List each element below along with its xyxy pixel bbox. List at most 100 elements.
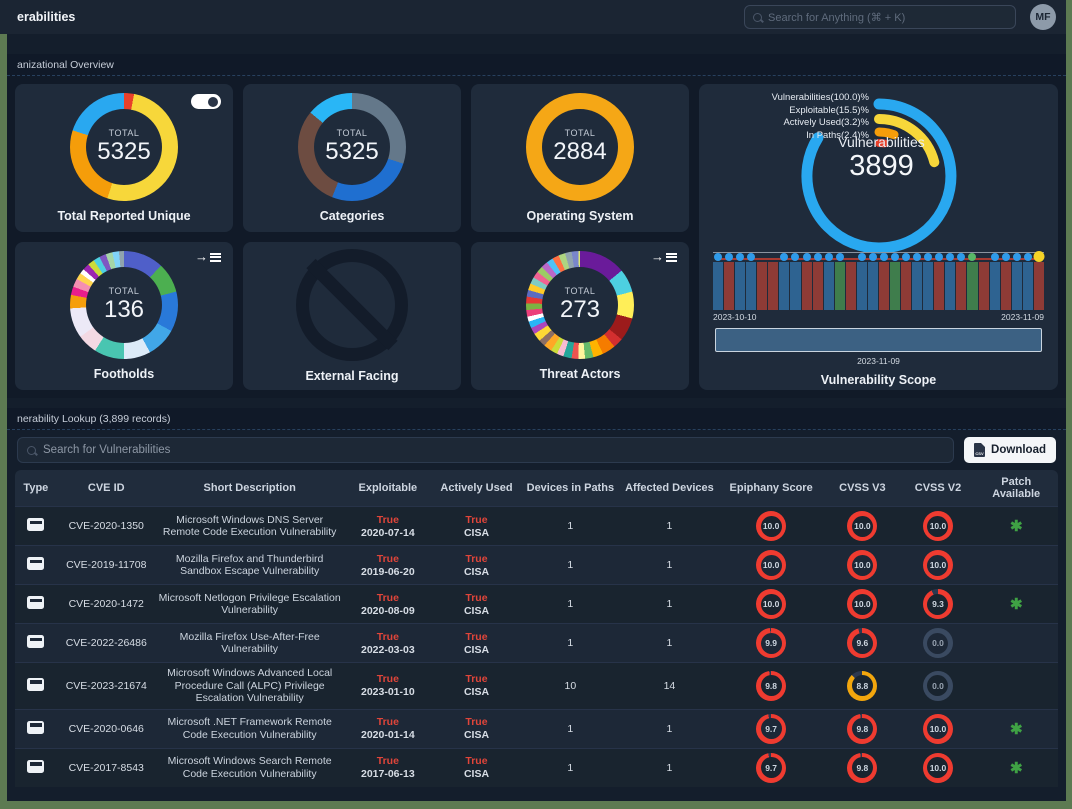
type-cell [15,584,57,624]
timeline-dot [835,253,844,261]
cve-id-cell[interactable]: CVE-2020-1472 [56,584,156,624]
timeline-bar [779,253,790,310]
column-header[interactable]: Exploitable [343,470,433,507]
column-header[interactable]: CVSS V2 [901,470,975,507]
patch-cell [974,662,1058,709]
score-ring: 0.0 [922,670,953,701]
card-external-facing: External Facing [243,242,461,390]
donut-total-label: TOTAL [108,128,140,138]
column-header[interactable]: Devices in Paths [520,470,620,507]
timeline-dot [736,253,745,261]
timeline-bar [790,253,801,310]
vulnerability-row[interactable]: CVE-2023-21674 Microsoft Windows Advanced… [15,662,1058,709]
threat-actors-donut-chart: TOTAL 273 [526,251,634,359]
cve-id-cell[interactable]: CVE-2017-8543 [56,747,156,787]
column-header[interactable]: Patch Available [974,470,1058,507]
vulnerability-row[interactable]: CVE-2020-0646 Microsoft .NET Framework Re… [15,708,1058,748]
download-button-label: Download [991,444,1046,456]
card-title: External Facing [305,369,399,383]
score-ring: 10.0 [847,550,878,580]
actively-used-cell: True CISA [432,506,521,546]
score-ring: 10.0 [756,511,787,541]
score-ring: 9.8 [847,713,878,744]
forward-to-list-icon[interactable]: → [651,250,677,263]
score-ring: 10.0 [922,713,953,744]
column-header[interactable]: CVSS V3 [823,470,902,507]
epiphany-score-cell: 10.0 [718,506,824,546]
vulnerability-search-placeholder: Search for Vulnerabilities [43,444,171,456]
score-ring: 10.0 [847,589,878,619]
timeline-bar [967,253,978,310]
timeline-bar [1000,253,1011,310]
column-header[interactable]: Epiphany Score [718,470,824,507]
affected-devices-cell: 1 [619,623,719,663]
cvss-v2-cell: 9.3 [901,584,975,624]
footholds-donut-chart: TOTAL 136 [70,251,178,359]
timeline-bar [757,253,768,310]
affected-devices-cell: 1 [619,545,719,585]
search-icon [27,445,36,455]
cve-id-cell[interactable]: CVE-2023-21674 [56,662,156,709]
timeline-dot [824,253,833,261]
patch-cell [974,545,1058,585]
global-search-placeholder: Search for Anything (⌘ + K) [768,11,906,24]
avatar[interactable]: MF [1030,4,1056,30]
vulnerability-row[interactable]: CVE-2019-11708 Mozilla Firefox and Thunde… [15,545,1058,585]
cve-id-cell[interactable]: CVE-2020-0646 [56,708,156,748]
cvss-v2-cell: 0.0 [901,623,975,663]
type-cell [15,623,57,663]
card-categories: TOTAL 5325 Categories [243,84,461,232]
score-ring: 0.0 [922,628,953,658]
cvss-v2-cell: 10.0 [901,747,975,787]
exploitable-cell: True 2020-01-14 [343,708,433,748]
timeline-dot [714,253,723,261]
type-cell [15,708,57,748]
devices-in-paths-cell: 1 [520,584,620,624]
vulnerability-row[interactable]: CVE-2022-26486 Mozilla Firefox Use-After-… [15,623,1058,663]
global-search-input[interactable]: Search for Anything (⌘ + K) [744,5,1016,29]
cve-id-cell[interactable]: CVE-2020-1350 [56,506,156,546]
cve-id-cell[interactable]: CVE-2019-11708 [56,545,156,585]
column-header[interactable]: Affected Devices [619,470,719,507]
search-icon [753,12,762,22]
timeline-bar [978,253,989,310]
date-range-slider[interactable] [715,328,1042,352]
donut-total-value: 2884 [553,138,607,165]
affected-devices-cell: 1 [619,584,719,624]
timeline-dot [813,253,822,261]
devices-in-paths-cell: 1 [520,545,620,585]
column-header[interactable]: Type [15,470,57,507]
toggle-switch[interactable] [191,94,221,109]
column-header[interactable]: CVE ID [56,470,156,507]
column-header[interactable]: Short Description [155,470,344,507]
score-ring: 9.8 [847,752,878,783]
vulnerability-row[interactable]: CVE-2020-1472 Microsoft Netlogon Privileg… [15,584,1058,624]
patch-available-icon: ✱ [1009,596,1023,613]
card-title: Threat Actors [539,367,621,381]
devices-in-paths-cell: 1 [520,747,620,787]
timeline-dot [857,253,866,261]
affected-devices-cell: 1 [619,708,719,748]
timeline-bar [878,253,889,310]
description-cell: Microsoft Windows Search Remote Code Exe… [155,747,344,787]
devices-in-paths-cell: 1 [520,506,620,546]
total-reported-donut-chart: TOTAL 5325 [70,93,178,201]
legend-item: Exploitable(15.5)% [789,104,869,116]
exploitable-cell: True 2019-06-20 [343,545,433,585]
vulnerability-row[interactable]: CVE-2017-8543 Microsoft Windows Search Re… [15,747,1058,787]
vulnerability-search-input[interactable]: Search for Vulnerabilities [17,437,955,463]
timeline-dot [946,253,955,261]
cvss-v3-cell: 9.8 [823,708,902,748]
download-csv-button[interactable]: Download [964,437,1056,463]
forward-to-list-icon[interactable]: → [195,250,221,263]
vulnerability-row[interactable]: CVE-2020-1350 Microsoft Windows DNS Serve… [15,506,1058,546]
cve-id-cell[interactable]: CVE-2022-26486 [56,623,156,663]
epiphany-score-cell: 9.8 [718,662,824,709]
timeline-bar [989,253,1000,310]
timeline-end-date: 2023-11-09 [1001,312,1044,322]
legend-item: In Paths(2.4)% [806,129,869,141]
column-header[interactable]: Actively Used [432,470,521,507]
timeline-bar [856,253,867,310]
timeline-bar [867,253,878,310]
lookup-toolbar: Search for Vulnerabilities Download [7,430,1066,470]
